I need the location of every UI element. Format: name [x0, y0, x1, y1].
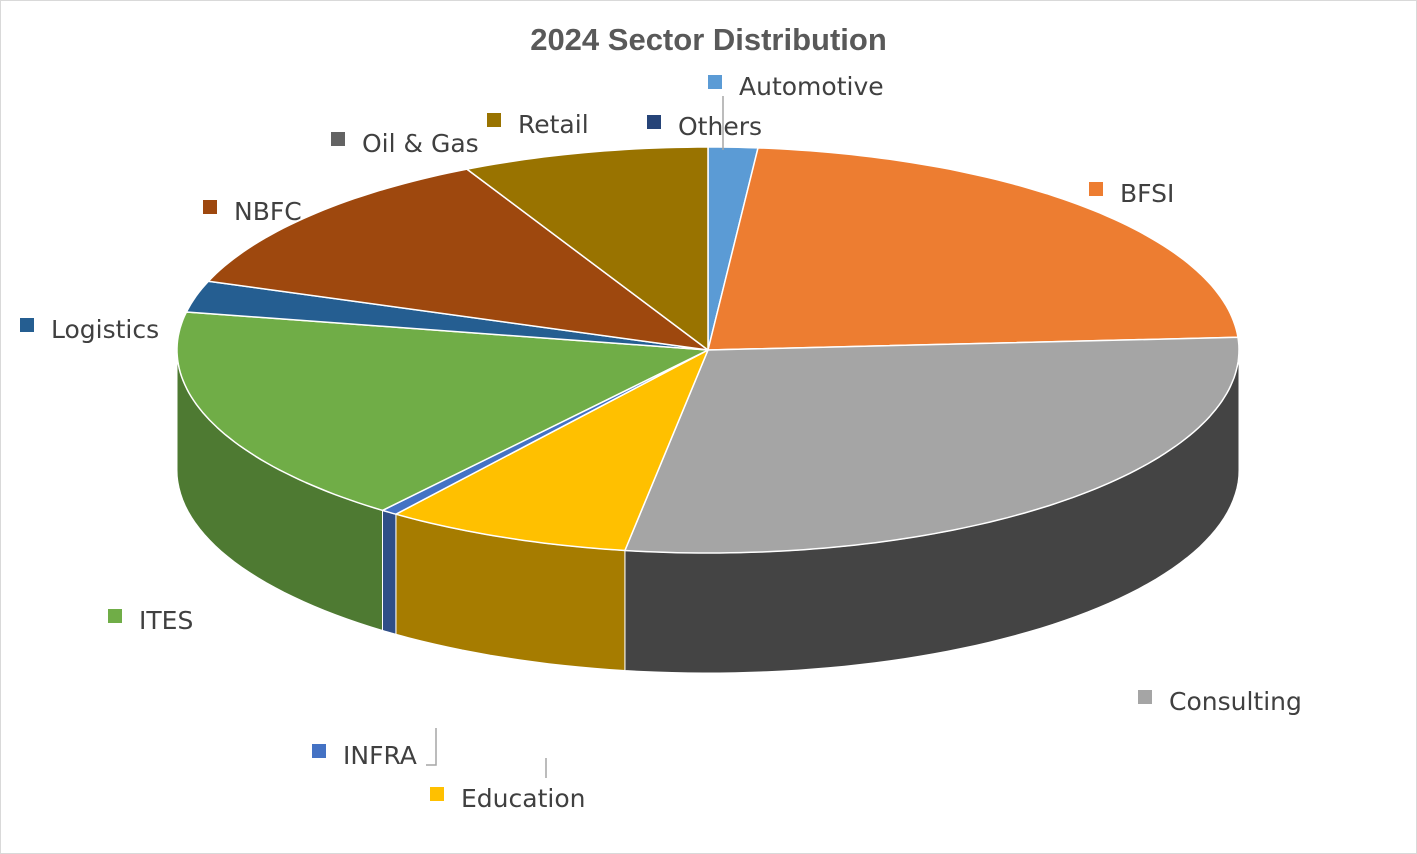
label-swatch-ites	[108, 609, 122, 623]
slice-logistics[interactable]	[185, 280, 709, 351]
slice-bfsi[interactable]	[707, 147, 1239, 351]
chart-title: 2024 Sector Distribution	[530, 22, 887, 57]
label-swatch-education	[430, 787, 444, 801]
slice-retail[interactable]	[466, 146, 709, 351]
data-label-consulting: Consulting	[1138, 687, 1302, 716]
label-swatch-nbfc	[203, 200, 217, 214]
label-swatch-infra	[312, 744, 326, 758]
label-swatch-bfsi	[1089, 182, 1103, 196]
data-label-education: Education	[430, 784, 585, 813]
data-label-infra: INFRA	[312, 741, 417, 770]
label-text-automotive: Automotive	[739, 72, 884, 101]
label-swatch-others	[647, 115, 661, 129]
slice-education[interactable]	[395, 349, 709, 552]
label-swatch-consulting	[1138, 690, 1152, 704]
label-swatch-retail	[487, 113, 501, 127]
slice-consulting[interactable]	[624, 336, 1240, 554]
label-text-bfsi: BFSI	[1120, 179, 1174, 208]
slice-side-infra	[382, 509, 397, 635]
label-text-retail: Retail	[518, 110, 589, 139]
label-swatch-oil-gas	[331, 132, 345, 146]
data-label-ites: ITES	[108, 606, 193, 635]
data-label-logistics: Logistics	[20, 315, 159, 344]
data-label-oil-gas: Oil & Gas	[331, 129, 479, 158]
data-label-automotive: Automotive	[708, 72, 884, 101]
label-text-consulting: Consulting	[1169, 687, 1302, 716]
label-text-others: Others	[678, 112, 762, 141]
label-text-education: Education	[461, 784, 585, 813]
label-text-ites: ITES	[139, 606, 193, 635]
label-text-logistics: Logistics	[51, 315, 159, 344]
data-label-others: Others	[647, 112, 762, 141]
data-label-nbfc: NBFC	[203, 197, 302, 226]
leader-line-infra	[426, 728, 437, 766]
label-text-oil-gas: Oil & Gas	[362, 129, 479, 158]
slice-ites[interactable]	[176, 311, 709, 512]
label-text-infra: INFRA	[343, 741, 417, 770]
slice-nbfc[interactable]	[207, 168, 709, 351]
data-label-retail: Retail	[487, 110, 589, 139]
label-swatch-logistics	[20, 318, 34, 332]
label-swatch-automotive	[708, 75, 722, 89]
data-label-bfsi: BFSI	[1089, 179, 1174, 208]
label-text-nbfc: NBFC	[234, 197, 302, 226]
